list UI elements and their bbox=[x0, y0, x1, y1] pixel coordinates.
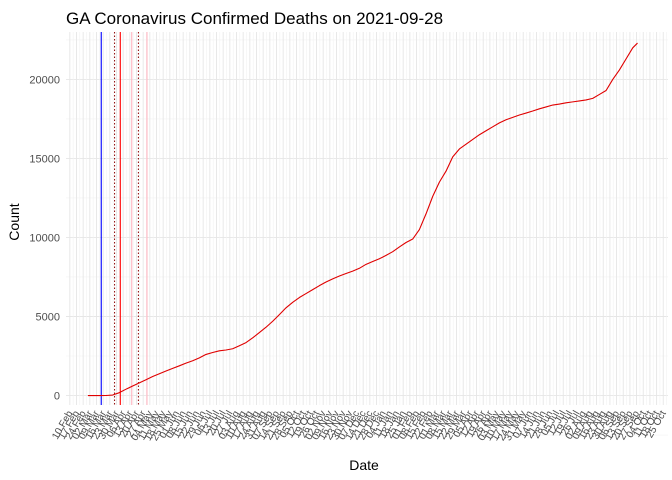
series-line-0 bbox=[87, 42, 638, 397]
y-tick-label: 5000 bbox=[36, 311, 60, 323]
y-tick-label: 15000 bbox=[29, 153, 60, 165]
chart-title: GA Coronavirus Confirmed Deaths on 2021-… bbox=[66, 9, 443, 28]
reference-lines bbox=[100, 32, 148, 405]
y-tick-label: 10000 bbox=[29, 232, 60, 244]
y-axis-ticks: 0 5000 10000 15000 20000 bbox=[29, 74, 60, 402]
y-tick-label: 0 bbox=[54, 391, 60, 403]
y-axis-title: Count bbox=[6, 203, 22, 240]
series-layer bbox=[87, 42, 638, 397]
grid bbox=[66, 32, 668, 436]
x-axis-title: Date bbox=[349, 457, 379, 473]
y-tick-label: 20000 bbox=[29, 74, 60, 86]
